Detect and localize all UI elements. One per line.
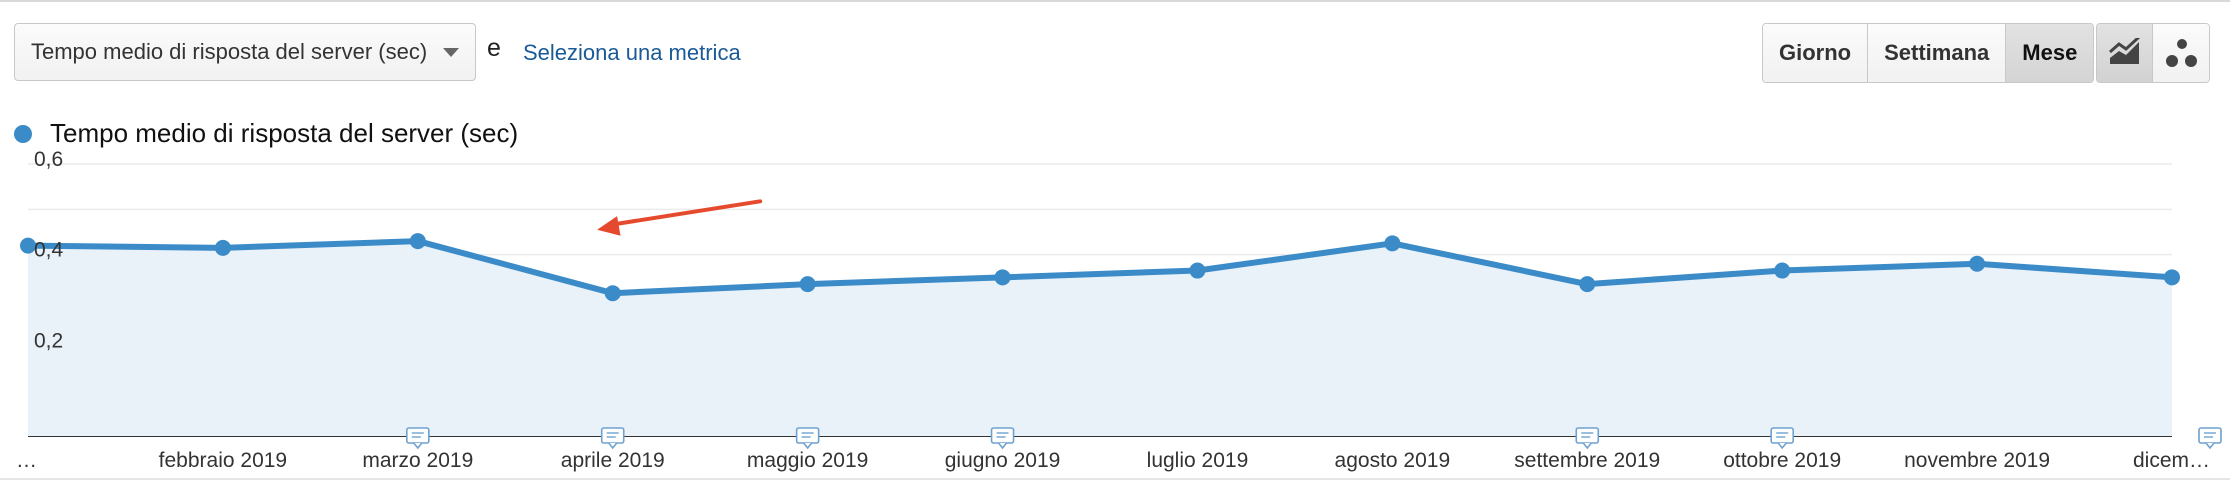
data-point[interactable] <box>1384 235 1401 252</box>
data-point[interactable] <box>604 285 621 302</box>
x-tick-label: aprile 2019 <box>561 449 665 472</box>
x-tick-label: luglio 2019 <box>1147 449 1249 472</box>
x-tick-label: febbraio 2019 <box>159 449 287 472</box>
data-point[interactable] <box>20 237 36 254</box>
x-tick-label: marzo 2019 <box>362 449 473 472</box>
motion-chart-icon <box>2166 39 2197 67</box>
legend-series-label[interactable]: Tempo medio di risposta del server (sec) <box>50 118 519 148</box>
top-divider <box>0 0 2230 2</box>
select-metric-link[interactable]: Seleziona una metrica <box>523 40 741 65</box>
data-point[interactable] <box>1969 255 1986 272</box>
chart-view-toggle <box>2096 23 2210 83</box>
bottom-divider <box>0 478 2230 480</box>
x-tick-label: novembre 2019 <box>1904 449 2050 472</box>
x-ticks-layer: … febbraio 2019 marzo 2019 aprile 2019 maggi… <box>16 449 2210 472</box>
chevron-down-icon <box>443 48 459 57</box>
data-point[interactable] <box>1579 276 1596 293</box>
period-week-button[interactable]: Settimana <box>1868 24 2007 82</box>
line-chart-icon <box>2108 38 2140 64</box>
annotation-marker-icon[interactable] <box>2198 427 2222 450</box>
data-point[interactable] <box>214 239 231 256</box>
annotation-marker-icon[interactable] <box>1770 427 1794 450</box>
y-ticks-layer: 0,6 0,4 0,2 <box>34 150 64 352</box>
annotation-marker-icon[interactable] <box>406 427 430 450</box>
x-tick-label: maggio 2019 <box>747 449 868 472</box>
line-layer <box>27 238 2173 297</box>
x-tick-label: agosto 2019 <box>1335 449 1451 472</box>
line-area-chart: 0,6 0,4 0,2 … febbraio 2019 marzo 2019 aprile… <box>16 150 2222 472</box>
annotations-layer <box>406 427 2222 450</box>
legend-series-dot <box>14 124 32 143</box>
conjunction-text: e <box>487 34 501 62</box>
data-point[interactable] <box>2164 269 2180 286</box>
data-point[interactable] <box>1774 262 1791 279</box>
line-chart-view-button[interactable] <box>2097 24 2153 82</box>
annotation-marker-icon[interactable] <box>600 427 625 450</box>
series-area <box>28 241 2172 436</box>
annotation-marker-icon[interactable] <box>990 427 1015 450</box>
period-month-button[interactable]: Mese <box>2006 24 2094 82</box>
period-toggle-group: Giorno Settimana Mese <box>1762 23 2095 83</box>
points-layer <box>20 233 2180 302</box>
series-line <box>27 238 2173 297</box>
motion-chart-view-button[interactable] <box>2153 24 2209 82</box>
x-tick-label: … <box>16 449 37 472</box>
y-tick-label: 0,6 <box>34 150 63 171</box>
metric-dropdown-label: Tempo medio di risposta del server (sec) <box>31 39 428 64</box>
x-tick-label: ottobre 2019 <box>1723 449 1841 472</box>
y-tick-label: 0,4 <box>34 239 64 262</box>
period-day-button[interactable]: Giorno <box>1763 24 1869 82</box>
annotation-marker-icon[interactable] <box>1575 427 1600 450</box>
data-point[interactable] <box>799 276 816 293</box>
data-point[interactable] <box>994 269 1011 286</box>
data-point[interactable] <box>409 233 426 250</box>
y-tick-label: 0,2 <box>34 329 63 352</box>
red-arrow-annotation <box>597 199 763 236</box>
x-tick-label: giugno 2019 <box>945 449 1061 472</box>
chart-legend: Tempo medio di risposta del server (sec) <box>14 118 518 149</box>
area-layer <box>28 241 2172 436</box>
x-tick-label: settembre 2019 <box>1514 449 1660 472</box>
arrow-layer <box>597 199 763 236</box>
x-tick-label: dicem… <box>2133 449 2210 472</box>
data-point[interactable] <box>1189 262 1206 279</box>
metric-dropdown[interactable]: Tempo medio di risposta del server (sec) <box>14 23 476 81</box>
annotation-marker-icon[interactable] <box>795 427 820 450</box>
